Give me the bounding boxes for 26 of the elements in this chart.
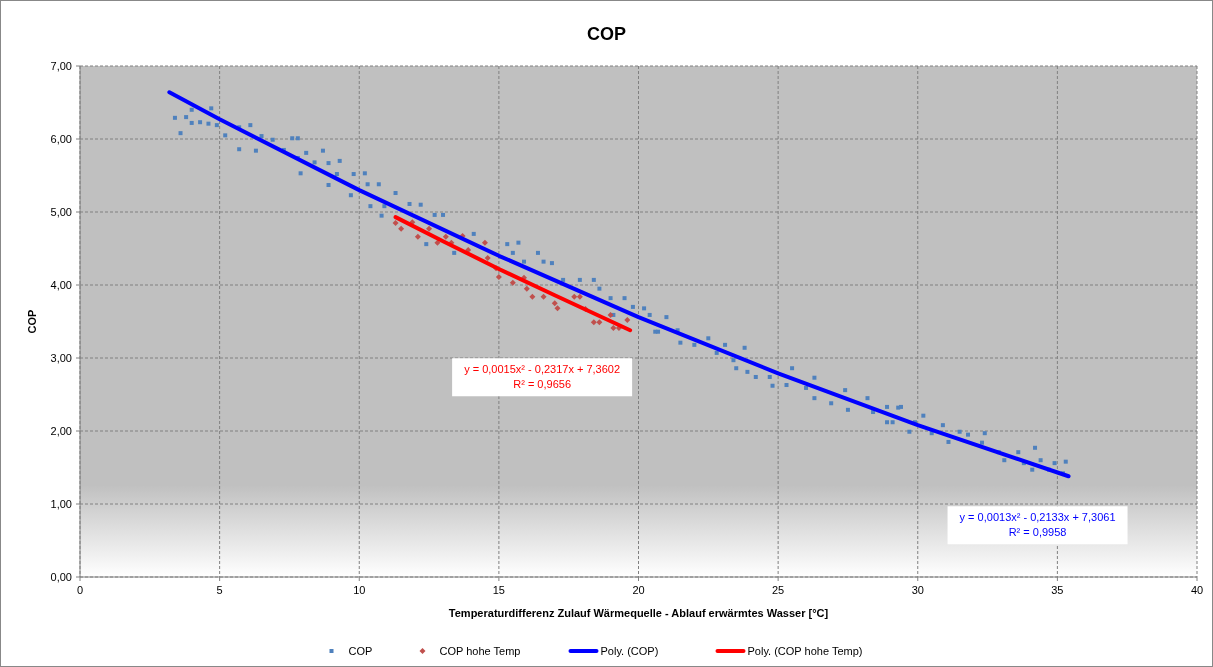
y-tick-label: 5,00: [50, 206, 72, 218]
y-axis-title: COP: [26, 309, 38, 334]
legend-label: COP hohe Temp: [439, 645, 521, 657]
legend-label: COP: [348, 645, 373, 657]
y-tick-label: 6,00: [50, 133, 72, 145]
x-tick-label: 25: [772, 584, 785, 596]
x-tick-label: 20: [632, 584, 645, 596]
legend-label: Poly. (COP): [600, 645, 659, 657]
y-tick-label: 1,00: [50, 498, 72, 510]
x-tick-label: 0: [76, 584, 84, 596]
y-tick-label: 3,00: [50, 352, 72, 364]
legend-label: Poly. (COP hohe Temp): [747, 645, 863, 657]
y-tick-label: 4,00: [50, 279, 72, 291]
annotation: y = 0,0015x² - 0,2317x + 7,3602 R² = 0,9656: [464, 363, 621, 391]
x-tick-label: 10: [353, 584, 366, 596]
x-tick-label: 30: [911, 584, 924, 596]
y-tick-label: 0,00: [50, 571, 72, 583]
annotation: y = 0,0013x² - 0,2133x + 7,3061 R² = 0,9958: [959, 511, 1116, 539]
x-tick-label: 5: [216, 584, 223, 596]
x-tick-label: 35: [1051, 584, 1064, 596]
y-tick-label: 2,00: [50, 425, 72, 437]
chart-title: COP: [586, 24, 627, 44]
x-tick-label: 15: [492, 584, 505, 596]
x-axis-title: Temperaturdifferenz Zulauf Wärmequelle - Ablauf erwärmtes Wasser [°C]: [448, 607, 829, 619]
x-tick-label: 40: [1190, 584, 1204, 596]
y-tick-label: 7,00: [50, 60, 72, 72]
